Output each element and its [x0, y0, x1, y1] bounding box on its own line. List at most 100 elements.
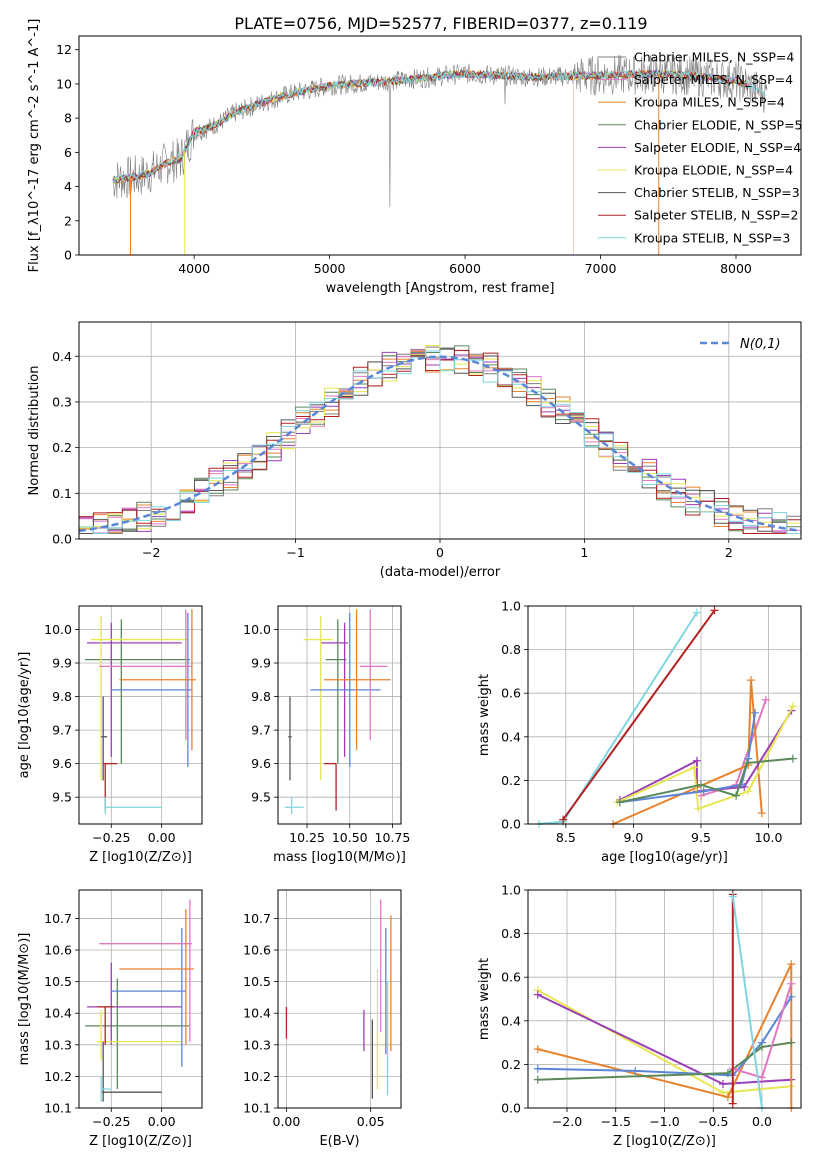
chart-mass-vs-Z: −0.25 0.00 10.1 10.2 10.3 10.4 10.5 10.6 10.7 Z […	[17, 889, 203, 1149]
y-tick-label: 9.6	[52, 756, 72, 771]
weight-point-marker	[690, 763, 699, 772]
grid-lines	[79, 890, 202, 1109]
data-layer	[85, 899, 194, 1102]
y-tick-label: 4	[64, 179, 72, 194]
x-tick-label: 10.50	[332, 830, 368, 845]
weight-point-marker	[761, 695, 770, 704]
axes-frame	[78, 889, 203, 1109]
y-tick-label: 0.8	[501, 926, 521, 941]
x-tick-label: −2.0	[552, 1114, 582, 1129]
data-layer	[533, 890, 796, 1112]
data-layer	[284, 609, 391, 814]
data-layer	[112, 53, 768, 255]
weight-point-marker	[732, 791, 741, 800]
axes-frame	[527, 889, 802, 1109]
weight-point-marker	[631, 1066, 640, 1075]
x-axis-label: Z [log10(Z/Z⊙)]	[613, 1134, 716, 1149]
weight-series-line	[612, 680, 763, 825]
y-tick-label: 6	[64, 145, 72, 160]
y-tick-label: 10.4	[44, 1006, 72, 1021]
legend-label: Chabrier ELODIE, N_SSP=5	[634, 117, 803, 132]
chart-weight-vs-Z: −2.0 −1.5 −1.0 −0.5 0.0 0.0 0.2 0.4 0.6 0.8 1.0 Z […	[477, 883, 802, 1149]
y-tick-label: 9.9	[52, 656, 72, 671]
x-tick-label: 10.25	[289, 830, 325, 845]
x-axis-label: Z [log10(Z/Z⊙)]	[89, 850, 192, 865]
weight-point-marker	[692, 756, 701, 765]
y-tick-label: 9.5	[52, 790, 72, 805]
weight-point-marker	[710, 606, 719, 615]
axes-frame	[277, 889, 402, 1109]
y-tick-label: 10.3	[44, 1037, 72, 1052]
data-layer	[85, 609, 196, 814]
y-tick-label: 10.0	[243, 622, 271, 637]
weight-point-marker	[787, 992, 796, 1001]
x-axis-label: age [log10(age/yr)]	[601, 850, 728, 865]
weight-point-marker	[751, 708, 760, 717]
y-tick-label: 10.1	[44, 1101, 72, 1116]
y-tick-label: 9.7	[52, 723, 72, 738]
x-tick-label: 10.75	[375, 830, 411, 845]
weight-point-marker	[744, 787, 753, 796]
x-tick-label: −0.25	[92, 830, 130, 845]
weight-point-marker	[788, 754, 797, 763]
weight-point-marker	[723, 1069, 732, 1078]
weight-point-marker	[728, 1099, 737, 1108]
y-tick-label: 1.0	[501, 599, 521, 614]
x-axis-label: mass [log10(M/M⊙)]	[273, 850, 406, 865]
y-tick-label: 0.0	[501, 817, 521, 832]
x-tick-label: 0.00	[148, 1114, 176, 1129]
chart-spectrum: 4000 5000 6000 7000 8000 0 2 4 6 8 10 12 wavelength …	[27, 19, 803, 296]
x-tick-label: 8.5	[556, 830, 576, 845]
x-axis-label: E(B-V)	[319, 1134, 359, 1149]
y-tick-label: 10	[56, 76, 72, 91]
y-tick-label: 9.9	[251, 656, 271, 671]
y-tick-label: 8	[64, 111, 72, 126]
x-axis-label: Z [log10(Z/Z⊙)]	[89, 1134, 192, 1149]
y-tick-label: 10.5	[243, 974, 271, 989]
legend-label: Chabrier MILES, N_SSP=4	[634, 50, 794, 65]
y-tick-label: 9.8	[52, 689, 72, 704]
weight-point-marker	[787, 1038, 796, 1047]
x-tick-label: 10.0	[755, 830, 783, 845]
y-tick-label: 0.6	[501, 686, 521, 701]
y-tick-label: 10.3	[243, 1037, 271, 1052]
x-tick-label: 0.00	[148, 830, 176, 845]
weight-point-marker	[696, 791, 705, 800]
weight-series-line	[562, 609, 716, 821]
y-tick-label: 0.2	[501, 1057, 521, 1072]
weight-point-marker	[787, 979, 796, 988]
y-tick-label: 10.6	[243, 943, 271, 958]
weight-series-line	[731, 896, 763, 1109]
y-tick-label: 0	[64, 248, 72, 263]
normal-reference-curve	[78, 355, 802, 533]
y-tick-label: 9.6	[251, 756, 271, 771]
axes-frame	[277, 605, 402, 825]
weight-point-marker	[723, 1093, 732, 1102]
weight-point-marker	[758, 1042, 766, 1051]
weight-point-marker	[615, 798, 624, 807]
weight-point-marker	[692, 608, 701, 617]
weight-series-line	[537, 1041, 792, 1081]
y-tick-label: 0.2	[501, 773, 521, 788]
x-tick-label: −1.0	[649, 1114, 679, 1129]
y-axis-label: age [log10(age/yr)]	[17, 652, 32, 779]
weight-point-marker	[696, 780, 705, 789]
x-axis-label: (data-model)/error	[380, 565, 501, 580]
weight-point-marker	[728, 892, 737, 901]
y-tick-label: 0.0	[52, 532, 72, 547]
y-axis-label: mass weight	[477, 958, 492, 1040]
legend-label: Salpeter MILES, N_SSP=4	[634, 72, 793, 87]
x-tick-label: −0.25	[92, 1114, 130, 1129]
weight-series-line	[616, 705, 794, 811]
y-tick-label: 0.4	[501, 729, 521, 744]
grid-lines	[278, 606, 401, 824]
x-tick-label: −2	[142, 545, 160, 560]
y-tick-label: 10.1	[243, 1101, 271, 1116]
weight-point-marker	[788, 702, 797, 711]
x-tick-label: −0.5	[698, 1114, 728, 1129]
chart-weight-vs-age: 8.5 9.0 9.5 10.0 0.0 0.2 0.4 0.6 0.8 1.0 age [log1…	[477, 599, 802, 865]
grid-lines	[79, 606, 202, 824]
weight-point-marker	[744, 754, 753, 763]
chart-residuals: −2 −1 0 1 2 0.0 0.1 0.2 0.3 0.4 (data-model)/error…	[27, 321, 802, 580]
weight-point-marker	[699, 787, 708, 796]
